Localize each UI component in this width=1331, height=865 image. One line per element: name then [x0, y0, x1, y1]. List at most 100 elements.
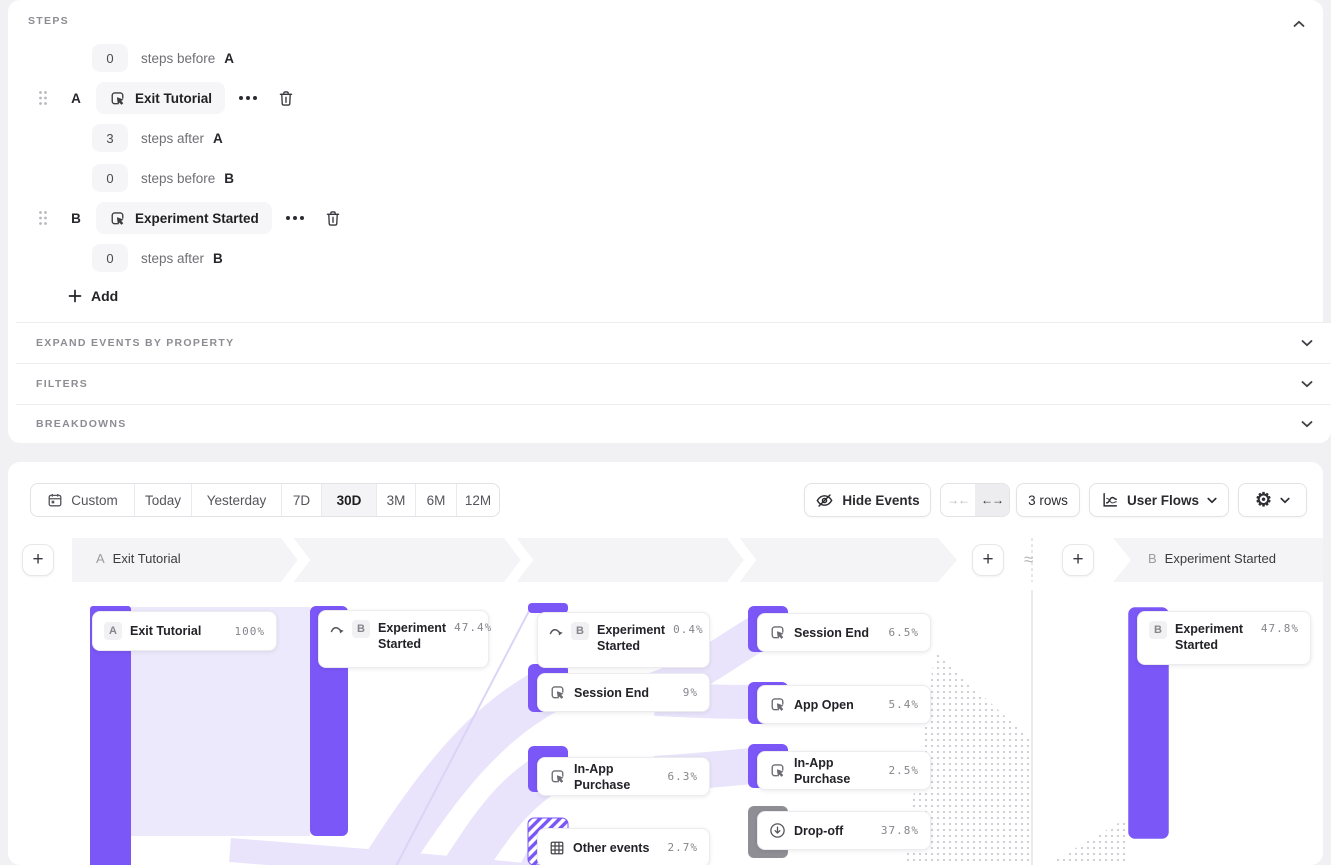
steps-panel: STEPS 0 steps before A A Exit Tutorial [8, 0, 1331, 443]
flow-node-session-end-65[interactable]: Session End 6.5% [757, 613, 931, 652]
node-percent: 6.5% [888, 626, 919, 639]
gap-ref-letter: A [224, 50, 235, 66]
date-range-12m[interactable]: 12M [457, 484, 499, 516]
expand-columns-button[interactable]: ←→ [975, 484, 1009, 516]
flow-node-session-end-9[interactable]: Session End 9% [537, 673, 710, 712]
flow-node-other-events[interactable]: Other events 2.7% [537, 828, 710, 865]
step-title: Exit Tutorial [112, 551, 181, 566]
event-cursor-icon [109, 90, 126, 107]
step-letter: B [71, 210, 81, 226]
node-title: Exit Tutorial [130, 624, 202, 638]
approx-skipped-steps-symbol: ≈ [1024, 550, 1034, 569]
trash-icon[interactable] [324, 209, 342, 228]
chevron-down-icon [1280, 497, 1290, 503]
event-cursor-icon [549, 768, 566, 785]
add-step-label: Add [91, 288, 119, 304]
date-range-7d[interactable]: 7D [282, 484, 322, 516]
collapse-steps-chevron-up-icon[interactable] [1293, 15, 1305, 33]
date-range-label: Today [144, 492, 182, 508]
arrows-outward-icon: ←→ [981, 493, 1004, 507]
node-title: Experiment Started [378, 621, 447, 651]
node-title: Session End [794, 625, 870, 640]
chevron-down-icon [1301, 375, 1313, 393]
event-chip-experiment-started[interactable]: Experiment Started [96, 202, 272, 234]
date-range-3m[interactable]: 3M [377, 484, 416, 516]
section-filters[interactable]: FILTERS [16, 363, 1331, 404]
flow-node-experiment-started-478[interactable]: B Experiment Started 47.8% [1137, 611, 1311, 665]
band-chevron-separator [281, 538, 311, 582]
date-range-label: Custom [71, 492, 118, 508]
trash-icon[interactable] [277, 89, 295, 108]
drag-handle-icon[interactable] [38, 210, 48, 226]
gap-label: steps after [141, 250, 205, 266]
flow-node-in-app-purchase-63[interactable]: In-App Purchase 6.3% [537, 757, 710, 796]
date-range-yesterday[interactable]: Yesterday [192, 484, 282, 516]
calendar-icon [48, 493, 62, 507]
node-percent: 2.5% [888, 764, 919, 777]
band-chevron-separator [504, 538, 534, 582]
flow-node-experiment-started-04[interactable]: B Experiment Started 0.4% [537, 612, 710, 668]
flow-node-exit-tutorial[interactable]: A Exit Tutorial 100% [92, 611, 277, 651]
date-range-6m[interactable]: 6M [416, 484, 457, 516]
drop-off-icon [769, 822, 786, 839]
date-range-label: 3M [386, 492, 406, 508]
flow-node-app-open[interactable]: App Open 5.4% [757, 685, 931, 724]
steps-count-input[interactable]: 0 [92, 44, 128, 72]
event-chip-label: Exit Tutorial [135, 90, 213, 106]
collapse-columns-button[interactable]: →← [941, 484, 975, 516]
step-a-header-label[interactable]: A Exit Tutorial [96, 551, 181, 566]
flow-node-in-app-purchase-25[interactable]: In-App Purchase 2.5% [757, 751, 931, 790]
drag-handle-icon[interactable] [38, 90, 48, 106]
section-breakdowns[interactable]: BREAKDOWNS [16, 404, 1331, 443]
date-range-custom[interactable]: Custom [31, 484, 135, 516]
more-options-icon[interactable] [239, 96, 258, 100]
settings-dropdown[interactable]: ⚙ [1238, 483, 1307, 517]
node-percent: 5.4% [888, 698, 919, 711]
node-percent: 47.4% [454, 621, 493, 634]
rows-count-label: 3 rows [1028, 492, 1068, 508]
date-range-control: Custom Today Yesterday 7D 30D 3M 6M 12M [30, 483, 500, 517]
event-chip-exit-tutorial[interactable]: Exit Tutorial [96, 82, 226, 114]
event-cursor-icon [769, 696, 786, 713]
arrows-inward-icon: →← [947, 493, 970, 507]
steps-count-input[interactable]: 0 [92, 164, 128, 192]
section-expand-events[interactable]: EXPAND EVENTS BY PROPERTY [16, 322, 1331, 363]
node-percent: 37.8% [880, 824, 919, 837]
steps-count-input[interactable]: 3 [92, 124, 128, 152]
date-range-30d-selected[interactable]: 30D [322, 484, 377, 516]
node-title: In-App Purchase [574, 761, 631, 792]
flow-node-experiment-started-47[interactable]: B Experiment Started 47.4% [318, 610, 493, 668]
add-step-button[interactable]: Add [68, 288, 118, 304]
gap-label: steps before [141, 50, 216, 66]
node-title: App Open [794, 697, 854, 712]
rows-count-button[interactable]: 3 rows [1016, 483, 1080, 517]
node-percent: 47.8% [1260, 622, 1299, 635]
node-percent: 6.3% [667, 770, 698, 783]
flow-node-drop-off[interactable]: Drop-off 37.8% [757, 811, 931, 850]
steps-gap-row: 0 steps before B [92, 164, 234, 192]
add-step-after-a-button[interactable]: + [972, 544, 1004, 576]
node-percent: 2.7% [667, 841, 698, 854]
event-cursor-icon [769, 624, 786, 641]
steps-count-input[interactable]: 0 [92, 244, 128, 272]
step-letter: A [71, 90, 81, 106]
section-label: BREAKDOWNS [36, 418, 127, 430]
gap-label: steps before [141, 170, 216, 186]
node-percent: 9% [682, 686, 698, 699]
step-b-header-label[interactable]: B Experiment Started [1148, 551, 1276, 566]
date-range-today[interactable]: Today [135, 484, 192, 516]
add-step-before-b-button[interactable]: + [1062, 544, 1094, 576]
more-options-icon[interactable] [285, 216, 304, 220]
view-type-dropdown[interactable]: User Flows [1089, 483, 1229, 517]
node-badge: B [571, 622, 589, 640]
eye-off-icon [816, 493, 833, 507]
date-range-label: 7D [292, 492, 311, 508]
node-badge: A [104, 622, 122, 640]
hide-events-button[interactable]: Hide Events [804, 483, 931, 517]
stub-experiment-started-04[interactable] [528, 603, 568, 613]
add-step-before-button[interactable]: + [22, 544, 54, 576]
bar-exit-tutorial[interactable] [90, 606, 131, 865]
section-label: EXPAND EVENTS BY PROPERTY [36, 337, 235, 349]
node-badge: B [352, 620, 370, 638]
collapse-expand-toggle: →← ←→ [940, 483, 1010, 517]
